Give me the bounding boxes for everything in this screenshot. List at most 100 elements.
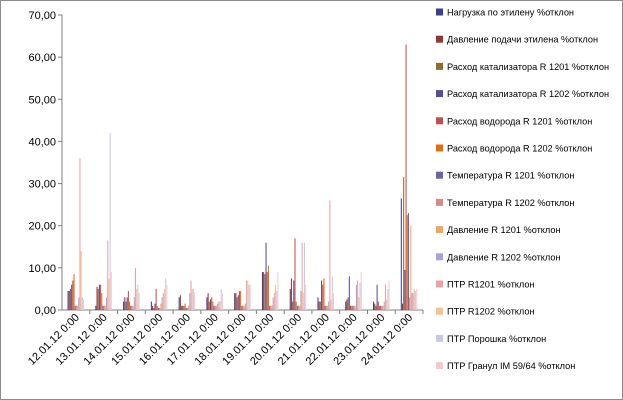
y-tick-label: 0,00 xyxy=(35,305,56,317)
bar xyxy=(97,288,99,310)
bar xyxy=(101,293,103,310)
legend-swatch xyxy=(436,171,443,179)
bar xyxy=(302,293,304,310)
bar xyxy=(78,297,80,310)
bar xyxy=(217,303,219,310)
y-tick-label: 40,00 xyxy=(28,136,56,148)
legend-label: Расход катализатора R 1201 %отклон xyxy=(447,62,609,72)
bar xyxy=(407,213,409,310)
bar xyxy=(183,305,185,310)
bar xyxy=(359,282,361,310)
bar xyxy=(401,303,404,310)
legend-label: ПТР Порошка %отклон xyxy=(447,334,546,344)
bar xyxy=(276,291,278,310)
bar xyxy=(182,305,184,310)
y-tick-label: 20,00 xyxy=(28,221,56,233)
bar xyxy=(296,305,298,310)
legend-label: Давление подачи этилена %отклон xyxy=(447,35,598,45)
bar xyxy=(138,293,140,310)
bar xyxy=(400,198,402,310)
bar xyxy=(83,299,85,310)
bar xyxy=(124,297,126,310)
bar xyxy=(136,288,138,310)
bar xyxy=(129,301,131,310)
bar xyxy=(382,305,384,310)
bar xyxy=(406,215,408,310)
bar xyxy=(409,297,411,310)
bar xyxy=(125,301,127,310)
bar xyxy=(212,301,214,310)
bar xyxy=(263,272,265,310)
y-tick-label: 60,00 xyxy=(28,52,56,64)
bar xyxy=(188,305,190,310)
bar xyxy=(387,288,389,310)
bar xyxy=(243,305,245,310)
bar xyxy=(269,305,271,310)
bar xyxy=(74,305,76,310)
bar xyxy=(273,293,275,310)
bar xyxy=(294,238,296,310)
bar xyxy=(241,305,243,310)
bar xyxy=(79,158,81,310)
bar xyxy=(345,301,347,310)
bar xyxy=(331,276,333,310)
bar xyxy=(267,265,269,310)
bar xyxy=(324,305,326,310)
legend-label: ПТР R1201 %отклон xyxy=(447,280,535,290)
bar xyxy=(355,284,357,310)
bar xyxy=(214,305,216,310)
bar xyxy=(213,305,215,310)
bar xyxy=(346,299,348,310)
bar xyxy=(154,303,156,310)
bar xyxy=(162,293,164,310)
bar xyxy=(376,284,378,310)
bar xyxy=(208,301,210,310)
bar xyxy=(220,288,222,310)
bar xyxy=(325,305,327,310)
bar xyxy=(236,297,238,310)
bar xyxy=(178,297,180,310)
bar xyxy=(377,301,379,310)
bar xyxy=(358,297,360,310)
bar xyxy=(234,293,236,310)
bar xyxy=(108,278,110,310)
bar xyxy=(347,297,349,310)
bar xyxy=(107,240,109,310)
bar xyxy=(219,301,221,310)
bar xyxy=(96,286,98,310)
bar xyxy=(123,301,125,310)
bar xyxy=(350,305,352,310)
bar xyxy=(75,305,77,310)
bar xyxy=(106,297,108,310)
bar xyxy=(242,305,244,310)
y-tick-label: 10,00 xyxy=(28,263,56,275)
legend-label: Давление R 1201 %отклон xyxy=(447,225,561,235)
bar xyxy=(277,272,279,310)
bar xyxy=(165,278,167,310)
bar xyxy=(134,267,137,310)
legend-swatch xyxy=(436,253,443,261)
bar xyxy=(77,305,79,310)
bar xyxy=(185,307,187,310)
bar xyxy=(270,305,272,310)
legend-swatch xyxy=(436,198,443,206)
bar xyxy=(218,301,220,310)
bar xyxy=(292,301,294,310)
bar xyxy=(323,278,325,310)
bar xyxy=(100,284,102,310)
bar xyxy=(300,291,302,310)
bar xyxy=(211,297,213,310)
bar xyxy=(416,288,418,310)
bar xyxy=(130,305,132,310)
bar xyxy=(73,274,75,310)
bar xyxy=(184,303,186,310)
legend-label: Температура R 1202 %отклон xyxy=(447,198,574,208)
bar xyxy=(272,297,274,310)
bar xyxy=(383,301,385,310)
bar xyxy=(373,301,375,310)
bar xyxy=(319,301,321,310)
bar xyxy=(159,307,161,310)
bar xyxy=(248,284,250,310)
bar xyxy=(275,284,277,310)
bar xyxy=(81,297,83,310)
